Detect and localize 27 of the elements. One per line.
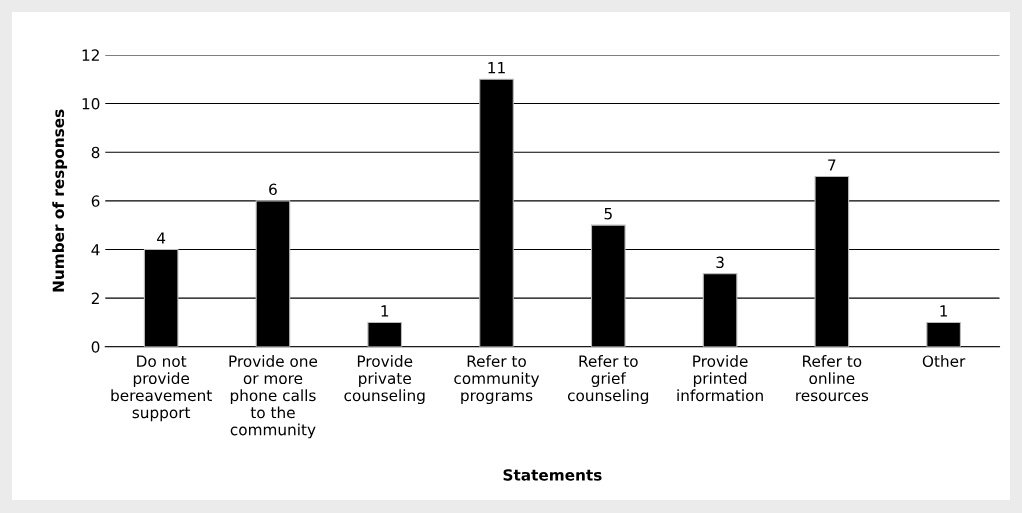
x-tick-label: Do not provide bereavement support	[111, 355, 212, 422]
y-tick-label: 4	[91, 244, 100, 256]
data-label: 5	[604, 208, 612, 220]
y-axis-title: Number of responses	[52, 109, 68, 292]
x-tick-label: Refer to online resources	[796, 355, 869, 402]
bar	[367, 321, 403, 347]
x-tick-label: Provide printed information	[677, 355, 763, 402]
bar	[926, 321, 961, 347]
x-tick-label: Provide private counseling	[344, 355, 425, 405]
data-label: 1	[381, 305, 389, 317]
y-tick-label: 10	[82, 98, 100, 110]
data-label: 7	[828, 159, 836, 171]
x-tick-label: Refer to grief counseling	[567, 355, 649, 405]
y-tick-label: 6	[91, 195, 100, 207]
data-label: 1	[940, 305, 948, 317]
data-label: 4	[157, 232, 166, 244]
data-label: 6	[269, 183, 277, 196]
x-tick-label: Refer to community programs	[454, 355, 540, 405]
x-axis-title: Statements	[503, 469, 602, 481]
x-tick-label: Other	[922, 355, 966, 367]
data-label: 3	[716, 256, 724, 269]
y-tick-label: 2	[91, 292, 99, 304]
data-label: 11	[488, 62, 505, 74]
y-tick-label: 0	[91, 341, 100, 353]
y-tick-label: 8	[91, 146, 100, 159]
y-tick-label: 12	[82, 49, 99, 61]
x-tick-label: Provide one or more phone calls to the community	[229, 355, 318, 439]
